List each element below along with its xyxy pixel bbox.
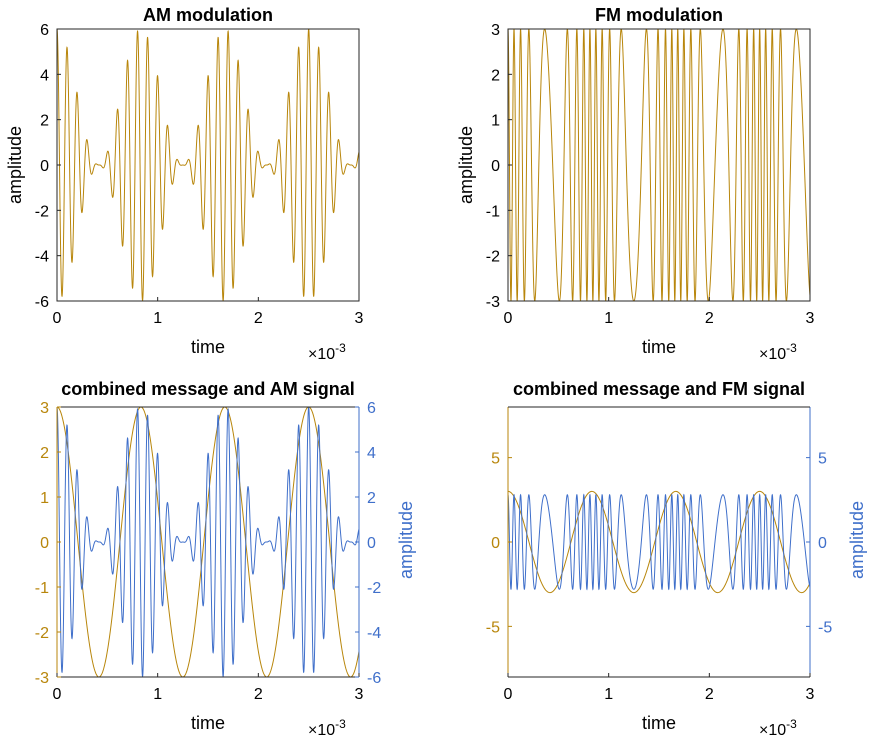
y-tick-label: 3 [40,400,49,417]
right-y-tick-label: -5 [818,619,832,636]
x-tick-label: 2 [254,686,263,703]
subplot-combined-fm: combined message and FM signal 0 1 2 3 -5 0 5 -… [486,379,867,739]
y-tick-label: -3 [486,294,500,311]
combined-am-x-exponent: ×10-3 [308,717,346,739]
right-y-tick-label: 0 [367,535,376,552]
x-tick-label: 1 [604,686,613,703]
y-tick-label: -4 [35,249,49,266]
series-line-am [57,29,359,301]
y-tick-label: 6 [40,22,49,39]
x-tick-label: 0 [53,686,62,703]
x-tick-label: 2 [254,310,263,327]
x-tick-label: 2 [705,686,714,703]
y-tick-label: 1 [40,490,49,507]
fm-plot-area: 0 1 2 3 -3 -2 -1 0 1 2 3 [486,22,815,327]
fm-plot-ylabel: amplitude [456,126,476,204]
right-y-tick-label: 2 [367,490,376,507]
y-tick-label: 0 [491,535,500,552]
combined-am-ylabel-right: amplitude [396,501,416,579]
series-line-message [508,490,810,594]
x-tick-label: 2 [705,310,714,327]
am-plot-xlabel: time [191,337,225,357]
y-tick-label: -3 [35,670,49,687]
combined-fm-xlabel: time [642,713,676,733]
right-y-tick-label: 4 [367,445,376,462]
am-plot-area: 0 1 2 3 -6 -4 -2 0 2 4 6 [35,22,364,327]
series-line-message [57,407,359,677]
x-tick-label: 1 [604,310,613,327]
y-tick-label: 1 [491,113,500,130]
x-tick-label: 3 [355,310,364,327]
fm-plot-x-exponent: ×10-3 [759,341,797,363]
y-tick-label: 0 [40,158,49,175]
x-tick-label: 3 [806,686,815,703]
combined-am-xlabel: time [191,713,225,733]
x-tick-label: 1 [153,686,162,703]
subplot-fm-modulation: FM modulation 0 1 2 3 -3 -2 -1 0 1 2 3 time amplit… [456,5,815,363]
right-y-tick-label: -6 [367,670,381,687]
am-plot-title: AM modulation [143,5,273,25]
axes-frame [56,28,360,302]
y-tick-label: 0 [40,535,49,552]
x-tick-label: 1 [153,310,162,327]
y-tick-label: 2 [40,445,49,462]
right-y-tick-label: 6 [367,400,376,417]
x-tick-label: 3 [806,310,815,327]
y-tick-label: -2 [35,625,49,642]
y-tick-label: 5 [491,451,500,468]
y-tick-label: 2 [491,67,500,84]
combined-fm-title: combined message and FM signal [513,379,805,399]
y-tick-label: -1 [35,580,49,597]
am-plot-x-exponent: ×10-3 [308,341,346,363]
x-tick-label: 0 [504,686,513,703]
y-tick-label: -2 [486,249,500,266]
right-y-tick-label: 0 [818,535,827,552]
combined-fm-plot-area: 0 1 2 3 -5 0 5 -5 0 5 [486,406,832,703]
x-tick-label: 0 [53,310,62,327]
x-tick-label: 0 [504,310,513,327]
series-line-fm [508,493,810,591]
y-tick-label: 4 [40,67,49,84]
y-tick-label: -1 [486,203,500,220]
y-tick-label: -5 [486,619,500,636]
right-y-tick-label: 5 [818,451,827,468]
series-line-fm [508,29,810,301]
y-tick-label: 3 [491,22,500,39]
fm-plot-xlabel: time [642,337,676,357]
y-tick-label: 0 [491,158,500,175]
fm-plot-title: FM modulation [595,5,723,25]
subplot-combined-am: combined message and AM signal 0 1 2 3 -3 -2 -… [35,379,416,739]
y-tick-label: -2 [35,203,49,220]
x-tick-label: 3 [355,686,364,703]
combined-fm-ylabel-right: amplitude [847,501,867,579]
right-y-tick-label: -4 [367,625,381,642]
combined-am-title: combined message and AM signal [61,379,354,399]
subplot-am-modulation: AM modulation 0 1 2 3 -6 -4 -2 0 2 4 6 time amplit… [5,5,364,363]
y-tick-label: -6 [35,294,49,311]
right-y-tick-label: -2 [367,580,381,597]
y-tick-label: 2 [40,113,49,130]
combined-fm-x-exponent: ×10-3 [759,717,797,739]
am-plot-ylabel: amplitude [5,126,25,204]
series-line-am [57,407,359,677]
